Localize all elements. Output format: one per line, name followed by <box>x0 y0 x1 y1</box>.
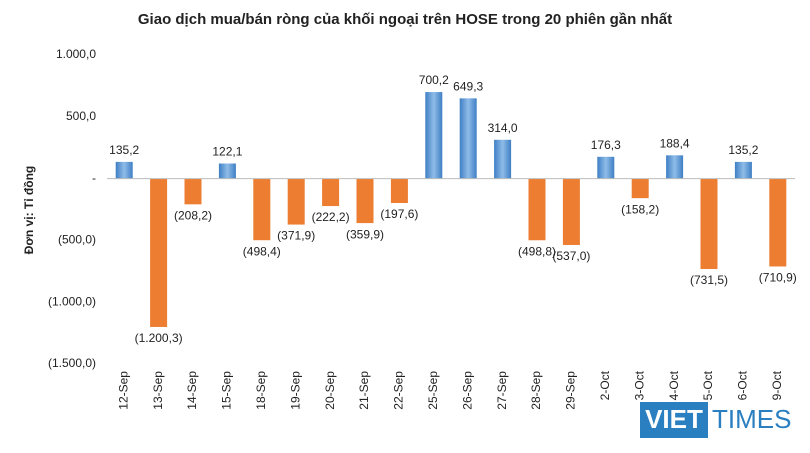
bar <box>459 98 477 179</box>
x-tick-label: 6-Oct <box>736 370 750 400</box>
x-tick-label: 15-Sep <box>220 371 234 410</box>
y-axis-label: Đơn vị: Tỉ đồng <box>22 166 36 255</box>
bar <box>287 178 305 225</box>
value-label: 649,3 <box>453 80 483 94</box>
x-tick-label: 22-Sep <box>392 371 406 410</box>
bar <box>562 178 580 245</box>
bar <box>425 92 443 179</box>
x-tick-label: 18-Sep <box>254 371 268 410</box>
bar <box>115 161 133 179</box>
value-label: (371,9) <box>277 229 315 243</box>
x-tick-label: 19-Sep <box>288 371 302 410</box>
y-tick-label: 1.000,0 <box>56 47 96 61</box>
bar <box>769 178 787 267</box>
value-label: (1.200,3) <box>135 331 183 345</box>
bar <box>528 178 546 241</box>
y-tick-label: 500,0 <box>66 109 96 123</box>
x-tick-label: 12-Sep <box>116 371 130 410</box>
y-tick-label: (1.500,0) <box>48 356 96 370</box>
bar <box>494 139 512 179</box>
bar <box>390 178 408 204</box>
x-tick-label: 25-Sep <box>426 371 440 410</box>
watermark-box <box>640 402 708 438</box>
x-tick-label: 27-Sep <box>495 371 509 410</box>
bar <box>218 163 236 179</box>
value-label: (222,2) <box>312 210 350 224</box>
bar <box>253 178 271 241</box>
y-tick-label: (1.000,0) <box>48 294 96 308</box>
x-tick-label: 20-Sep <box>323 371 337 410</box>
watermark: VIET <box>645 404 703 434</box>
value-label: (208,2) <box>174 209 212 223</box>
bar <box>150 178 168 327</box>
value-label: (731,5) <box>690 273 728 287</box>
y-tick-label: - <box>92 171 96 185</box>
bar <box>322 178 340 207</box>
value-label: 176,3 <box>591 138 621 152</box>
value-label: 700,2 <box>419 73 449 87</box>
value-label: (498,4) <box>243 244 281 258</box>
x-tick-label: 5-Oct <box>701 370 715 400</box>
x-tick-label: 9-Oct <box>770 370 784 400</box>
value-label: (158,2) <box>621 202 659 216</box>
x-tick-label: 26-Sep <box>460 371 474 410</box>
x-tick-label: 2-Oct <box>598 370 612 400</box>
chart-title: Giao dịch mua/bán ròng của khối ngoại tr… <box>138 11 672 28</box>
value-label: 122,1 <box>212 145 242 159</box>
value-label: (498,8) <box>518 244 556 258</box>
value-label: 135,2 <box>109 143 139 157</box>
value-label: 188,4 <box>660 136 690 150</box>
value-label: (197,6) <box>380 207 418 221</box>
value-label: (537,0) <box>552 249 590 263</box>
x-tick-label: 13-Sep <box>151 371 165 410</box>
watermark: TIMES <box>712 404 791 434</box>
x-tick-label: 28-Sep <box>529 371 543 410</box>
y-tick-label: (500,0) <box>58 233 96 247</box>
value-label: 314,0 <box>488 121 518 135</box>
bar <box>700 178 718 270</box>
bar <box>597 156 615 179</box>
value-label: (710,9) <box>759 271 797 285</box>
x-tick-label: 3-Oct <box>632 370 646 400</box>
bar <box>631 178 649 199</box>
bar <box>184 178 202 205</box>
x-tick-label: 14-Sep <box>185 371 199 410</box>
value-label: 135,2 <box>728 143 758 157</box>
x-tick-label: 21-Sep <box>357 371 371 410</box>
bar <box>666 155 684 179</box>
x-tick-label: 4-Oct <box>667 370 681 400</box>
bar <box>356 178 374 224</box>
bar <box>734 161 752 179</box>
x-tick-label: 29-Sep <box>564 371 578 410</box>
value-label: (359,9) <box>346 227 384 241</box>
